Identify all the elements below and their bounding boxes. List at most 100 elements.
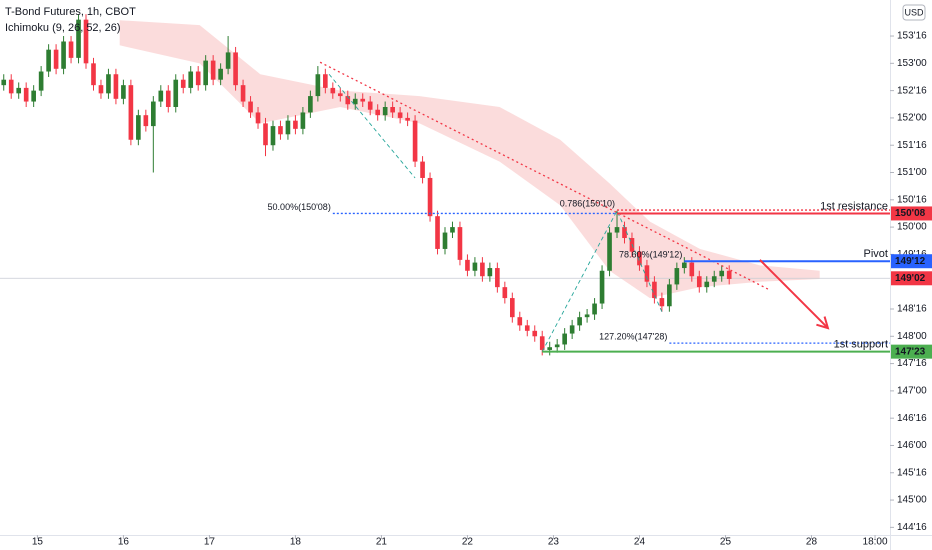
candle-body xyxy=(420,161,425,178)
candle-body xyxy=(667,284,672,307)
price-badge xyxy=(891,344,932,359)
y-tick-label: 145'16 xyxy=(897,467,927,478)
y-tick-label: 151'16 xyxy=(897,140,927,151)
candle-body xyxy=(682,262,687,269)
candle-body xyxy=(188,71,194,88)
fib-label: 78.60%(149'12) xyxy=(619,250,682,260)
candle-body xyxy=(726,270,732,279)
y-tick-label: 151'00 xyxy=(897,167,927,178)
candle-body xyxy=(46,49,51,72)
candle-body xyxy=(345,96,351,105)
candle-body xyxy=(173,79,179,107)
candle-body xyxy=(98,85,104,94)
candle-body xyxy=(8,79,14,94)
y-tick-label: 147'00 xyxy=(897,386,927,397)
fib-label: 0.786(150'10) xyxy=(560,198,615,208)
price-badge xyxy=(891,254,932,269)
candle-body xyxy=(562,333,567,345)
candle-body xyxy=(584,314,590,318)
candle-body xyxy=(151,101,156,127)
ichimoku-cloud xyxy=(119,20,820,299)
candle-body xyxy=(614,227,620,233)
y-tick-label: 148'16 xyxy=(897,304,927,315)
candle-body xyxy=(128,85,134,140)
candle-body xyxy=(652,281,657,299)
candle-body xyxy=(509,298,515,318)
y-tick-label: 146'00 xyxy=(897,440,927,451)
candle-body xyxy=(1,79,7,86)
candle-body xyxy=(689,262,695,277)
forecast-arrow xyxy=(759,259,829,329)
y-tick-label: 153'16 xyxy=(897,31,927,42)
candle-body xyxy=(390,107,395,113)
candle-body xyxy=(53,49,59,69)
candle-body xyxy=(203,60,208,86)
candle-body xyxy=(180,79,186,88)
candle-body xyxy=(38,71,44,91)
price-badge-label: 150'08 xyxy=(895,208,926,219)
y-tick-label: 152'16 xyxy=(897,85,927,96)
candle-body xyxy=(457,227,463,260)
currency[interactable]: USD xyxy=(904,7,924,17)
trendline xyxy=(319,61,770,291)
candle-body xyxy=(592,303,597,315)
candle-body xyxy=(315,74,321,97)
candle-body xyxy=(405,117,410,121)
price-badge-label: 149'12 xyxy=(895,256,926,267)
candle-body xyxy=(644,265,650,282)
candle-body xyxy=(68,41,74,58)
candle-body xyxy=(293,120,298,129)
candle-body xyxy=(91,63,96,86)
candle-body xyxy=(442,232,448,249)
plot-area: 50.00%(150'08) 0.786(150'10) 78.60%(149'12… xyxy=(0,14,890,356)
candle-body xyxy=(113,74,119,99)
candle-body xyxy=(711,276,717,282)
candle-body xyxy=(524,325,530,331)
candle-body xyxy=(375,109,381,116)
candle-body xyxy=(480,262,485,277)
candle-body xyxy=(704,281,710,288)
x-tick-label: 25 xyxy=(720,537,732,548)
candle-body xyxy=(61,41,66,69)
y-tick-label: 147'16 xyxy=(897,358,927,369)
y-tick-label: 150'16 xyxy=(897,194,927,205)
x-tick-label: 21 xyxy=(376,537,388,548)
level-label: Pivot xyxy=(864,248,888,260)
x-tick-label: 23 xyxy=(548,537,560,548)
candle-body xyxy=(23,87,29,102)
candle-body xyxy=(143,115,149,127)
x-tick-label: 18 xyxy=(290,537,302,548)
candle-body xyxy=(83,19,89,64)
candle-body xyxy=(465,259,470,271)
candle-body xyxy=(696,276,702,288)
candle-body xyxy=(450,227,455,233)
candle-body xyxy=(76,19,81,58)
candle-body xyxy=(210,60,216,80)
x-tick-label: 24 xyxy=(634,537,646,548)
x-tick-label: 17 xyxy=(204,537,216,548)
candle-body xyxy=(233,52,238,86)
y-tick-label: 152'00 xyxy=(897,113,927,124)
price-badge xyxy=(891,271,932,286)
trendline xyxy=(328,73,416,179)
candle-body xyxy=(330,87,336,94)
x-tick-label: 28 xyxy=(806,537,818,548)
candle-body xyxy=(352,98,358,105)
arrow-head xyxy=(816,316,830,330)
y-tick-label: 153'00 xyxy=(897,58,927,69)
candle-body xyxy=(195,71,201,86)
candle-body xyxy=(532,330,538,337)
y-tick-label: 146'16 xyxy=(897,413,927,424)
price-badge xyxy=(891,206,932,221)
candle-body xyxy=(382,107,388,116)
fib-label: 50.00%(150'08) xyxy=(268,202,331,212)
candle-body xyxy=(577,317,582,326)
candle-body xyxy=(427,177,433,217)
candle-body xyxy=(539,336,545,350)
candle-body xyxy=(607,232,612,271)
candle-body xyxy=(367,101,373,110)
currency-box[interactable] xyxy=(902,4,926,21)
candle-body xyxy=(547,347,553,350)
